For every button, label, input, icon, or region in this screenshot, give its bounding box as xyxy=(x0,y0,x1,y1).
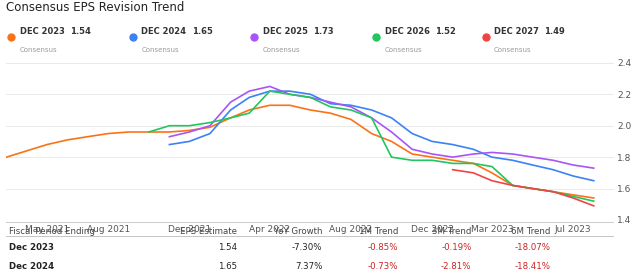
Text: 1.54: 1.54 xyxy=(70,28,91,36)
Text: 1.49: 1.49 xyxy=(545,28,565,36)
Text: -0.85%: -0.85% xyxy=(368,243,399,252)
Text: EPS Estimate: EPS Estimate xyxy=(180,227,237,236)
Text: Consensus: Consensus xyxy=(141,46,179,53)
Text: 3M Trend: 3M Trend xyxy=(432,227,472,236)
Text: 1.54: 1.54 xyxy=(218,243,237,252)
Text: -18.41%: -18.41% xyxy=(515,262,550,271)
Text: YoY Growth: YoY Growth xyxy=(274,227,323,236)
Text: -0.19%: -0.19% xyxy=(441,243,472,252)
Text: DEC 2026: DEC 2026 xyxy=(385,28,429,36)
Text: Consensus: Consensus xyxy=(20,46,58,53)
Text: Dec 2024: Dec 2024 xyxy=(10,262,54,271)
Text: Consensus: Consensus xyxy=(385,46,422,53)
Text: Consensus: Consensus xyxy=(494,46,532,53)
Text: -18.07%: -18.07% xyxy=(515,243,550,252)
Text: DEC 2027: DEC 2027 xyxy=(494,28,539,36)
Text: DEC 2024: DEC 2024 xyxy=(141,28,186,36)
Text: 1.65: 1.65 xyxy=(218,262,237,271)
Text: 1.52: 1.52 xyxy=(435,28,456,36)
Text: DEC 2023: DEC 2023 xyxy=(20,28,65,36)
Text: Fiscal Period Ending: Fiscal Period Ending xyxy=(10,227,95,236)
Text: 1.73: 1.73 xyxy=(314,28,334,36)
Text: Consensus EPS Revision Trend: Consensus EPS Revision Trend xyxy=(6,1,185,14)
Text: -0.73%: -0.73% xyxy=(368,262,399,271)
Text: 7.37%: 7.37% xyxy=(295,262,323,271)
Text: Dec 2023: Dec 2023 xyxy=(10,243,54,252)
Text: 1M Trend: 1M Trend xyxy=(359,227,399,236)
Text: -7.30%: -7.30% xyxy=(292,243,323,252)
Text: DEC 2025: DEC 2025 xyxy=(263,28,308,36)
Text: -2.81%: -2.81% xyxy=(441,262,472,271)
Text: 1.65: 1.65 xyxy=(192,28,212,36)
Text: Consensus: Consensus xyxy=(263,46,301,53)
Text: 6M Trend: 6M Trend xyxy=(511,227,550,236)
